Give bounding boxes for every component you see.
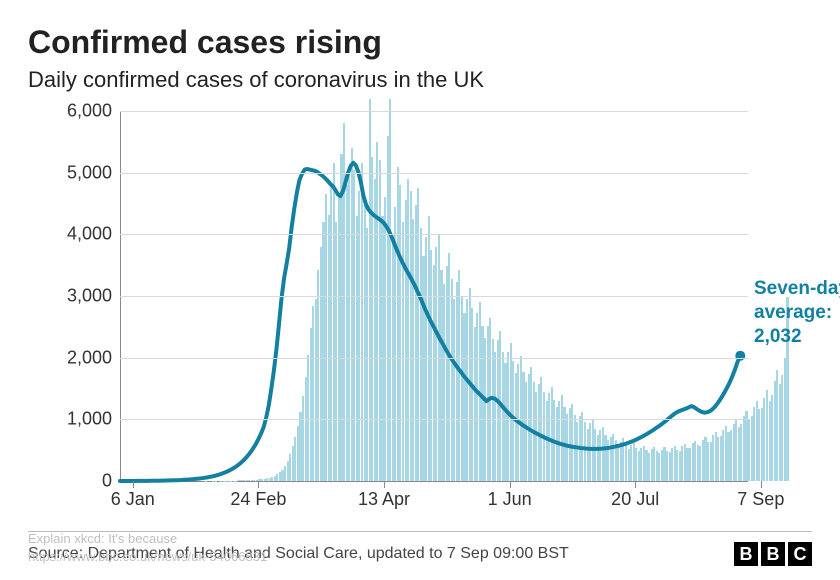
x-tick-label: 6 Jan [111,489,155,510]
x-tick-label: 13 Apr [358,489,410,510]
gridline [120,111,748,112]
bbc-logo: B B C [734,542,812,566]
y-tick-label: 1,000 [52,409,112,430]
figure-root: Confirmed cases rising Daily confirmed c… [0,0,840,580]
bbc-logo-letter: B [734,542,758,566]
y-tick-label: 3,000 [52,286,112,307]
x-tick [133,481,134,488]
chart-area: Seven-dayaverage:2,032 01,0002,0003,0004… [28,111,812,521]
gridline [120,296,748,297]
y-tick-label: 0 [52,471,112,492]
chart-subtitle: Daily confirmed cases of coronavirus in … [28,67,812,93]
x-axis [120,481,748,482]
watermark-line: https://www.bbc.co.uk/news/uk-54066831 [28,548,267,566]
bbc-logo-letter: B [761,542,785,566]
watermark-line: Explain xkcd: It's because [28,530,267,548]
callout-line: Seven-day [754,277,840,301]
seven-day-average-line [120,163,740,481]
gridline [120,173,748,174]
y-tick-label: 6,000 [52,101,112,122]
bbc-logo-letter: C [788,542,812,566]
gridline [120,358,748,359]
x-tick-label: 20 Jul [611,489,659,510]
watermark-overlay: Explain xkcd: It's because https://www.b… [28,530,267,565]
x-tick [258,481,259,488]
seven-day-average-callout: Seven-dayaverage:2,032 [754,277,840,348]
x-tick-label: 24 Feb [230,489,286,510]
x-tick [384,481,385,488]
y-tick-label: 5,000 [52,162,112,183]
x-tick [510,481,511,488]
y-tick-label: 2,000 [52,347,112,368]
chart-title: Confirmed cases rising [28,24,812,61]
gridline [120,419,748,420]
callout-line: average: [754,301,840,325]
x-tick [635,481,636,488]
x-tick-label: 1 Jun [488,489,532,510]
gridline [120,234,748,235]
callout-line: 2,032 [754,325,840,349]
x-tick-label: 7 Sep [737,489,784,510]
y-tick-label: 4,000 [52,224,112,245]
line-end-marker [735,351,745,361]
x-tick [761,481,762,488]
